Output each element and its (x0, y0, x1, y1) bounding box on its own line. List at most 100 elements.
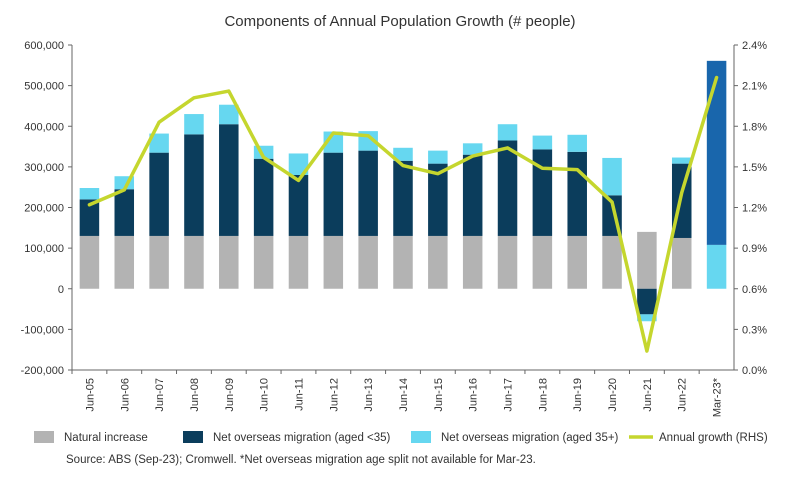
bar-s2-4 (219, 104, 239, 125)
bar-s0-17 (671, 237, 692, 289)
bar-s2-9 (393, 147, 413, 161)
bar-s2-2 (149, 133, 169, 153)
bar-s0-11 (462, 235, 483, 289)
left-tick-label: -200,000 (21, 365, 64, 377)
bar-s2-14 (567, 134, 587, 152)
left-tick-label: 0 (58, 284, 64, 296)
x-tick-label: Jun-14 (398, 378, 410, 412)
bar-s2-15 (602, 157, 622, 196)
bar-s1-9 (393, 160, 413, 236)
axes-layer (68, 44, 738, 374)
bar-s0-16 (637, 231, 657, 289)
right-tick-label: 0.9% (742, 243, 767, 255)
right-tick-label: 0.6% (742, 284, 767, 296)
bar-s0-13 (532, 235, 553, 289)
legend-swatch-1 (183, 431, 203, 443)
line-layer (87, 75, 719, 353)
bar-s0-9 (393, 235, 413, 289)
bar-s1-0 (79, 199, 100, 236)
x-tick-label: Jun-09 (224, 378, 236, 412)
legend-swatch-2 (411, 431, 431, 443)
x-tick-label: Jun-22 (677, 378, 689, 412)
bar-s1-13 (532, 149, 553, 236)
bar-s0-4 (219, 235, 239, 289)
bar-s1-16 (637, 288, 657, 315)
bar-s0-6 (288, 235, 309, 289)
bar-mar23-natural (706, 244, 727, 289)
bar-s2-3 (184, 114, 204, 135)
right-tick-label: 0.3% (742, 324, 767, 336)
x-tick-label: Jun-07 (154, 378, 166, 412)
legend-swatch-0 (34, 431, 54, 443)
x-tick-label: Jun-08 (189, 378, 201, 412)
bar-s1-7 (323, 152, 344, 236)
left-tick-label: 400,000 (24, 121, 64, 133)
left-tick-label: 100,000 (24, 243, 64, 255)
left-tick-label: 300,000 (24, 162, 64, 174)
right-tick-label: 1.2% (742, 203, 767, 215)
x-tick-label: Jun-20 (607, 378, 619, 412)
x-tick-label: Jun-17 (503, 378, 515, 412)
bar-s2-16 (637, 314, 657, 322)
right-tick-label: 1.5% (742, 162, 767, 174)
legend-label-0: Natural increase (64, 432, 148, 444)
x-tick-label: Jun-10 (259, 378, 271, 412)
x-tick-label: Jun-19 (572, 378, 584, 412)
legend-label-3: Annual growth (RHS) (659, 432, 768, 444)
x-tick-label: Jun-16 (468, 378, 480, 412)
right-tick-label: 1.8% (742, 121, 767, 133)
bar-s1-12 (497, 140, 518, 236)
left-tick-label: 200,000 (24, 203, 64, 215)
bar-s2-10 (428, 150, 448, 164)
chart-title: Components of Annual Population Growth (… (224, 13, 575, 30)
bar-s2-6 (288, 153, 309, 175)
bar-s2-17 (671, 157, 692, 164)
bar-s2-0 (79, 188, 100, 200)
bar-s1-3 (184, 134, 204, 236)
x-tick-label: Jun-21 (642, 378, 654, 412)
bar-s2-12 (497, 124, 518, 141)
bar-s2-13 (532, 135, 553, 150)
x-tick-label: Jun-13 (363, 378, 375, 412)
bar-s1-2 (149, 152, 169, 236)
bar-s0-10 (428, 235, 448, 289)
bar-s1-4 (219, 124, 239, 236)
x-tick-label: Jun-06 (119, 378, 131, 412)
right-tick-label: 0.0% (742, 365, 767, 377)
legend-label-2: Net overseas migration (aged 35+) (441, 432, 619, 444)
left-tick-label: -100,000 (21, 324, 64, 336)
bar-s0-14 (567, 235, 587, 289)
x-tick-label: Mar-23* (712, 377, 724, 417)
x-tick-label: Jun-05 (84, 378, 96, 412)
y-tick-labels: -200,000 -100,000 0 100,000 200,000 300,000 40… (21, 40, 768, 377)
x-tick-label: Jun-12 (328, 378, 340, 412)
bar-s0-12 (497, 235, 518, 289)
x-tick-label: Jun-18 (537, 378, 549, 412)
bar-s0-0 (79, 235, 100, 289)
bar-s1-10 (428, 163, 448, 236)
legend-label-1: Net overseas migration (aged <35) (213, 432, 391, 444)
left-tick-label: 600,000 (24, 40, 64, 52)
right-tick-label: 2.4% (742, 40, 767, 52)
source-note: Source: ABS (Sep-23); Cromwell. *Net ove… (66, 454, 536, 466)
bar-s0-3 (184, 235, 204, 289)
bar-s0-8 (358, 235, 378, 289)
x-tick-labels: Jun-05 Jun-06 Jun-07 Jun-08 Jun-09 Jun-10 Jun-… (84, 377, 723, 417)
bar-s1-5 (253, 158, 274, 236)
bar-s0-2 (149, 235, 169, 289)
bar-s2-11 (462, 143, 483, 155)
left-tick-label: 500,000 (24, 81, 64, 93)
bar-s1-14 (567, 151, 587, 236)
annual-growth-line (87, 75, 719, 353)
bar-s1-8 (358, 150, 378, 236)
bar-mar23-nom-total (706, 60, 727, 245)
bar-s0-5 (253, 235, 274, 289)
bar-s1-1 (114, 189, 135, 236)
bar-s0-7 (323, 235, 344, 289)
bar-s0-1 (114, 235, 135, 289)
x-tick-label: Jun-11 (293, 378, 305, 411)
bar-s1-11 (462, 154, 483, 236)
legend: Natural increase Net overseas migration (… (34, 431, 768, 444)
